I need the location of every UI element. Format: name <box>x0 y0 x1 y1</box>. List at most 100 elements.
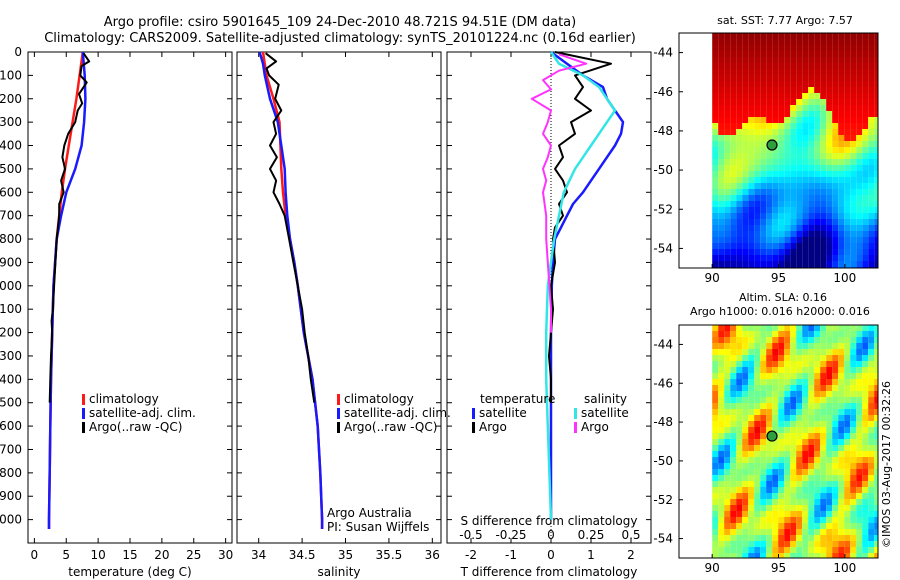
sst-heatmap-cell <box>778 189 785 195</box>
sst-heatmap-cell <box>814 129 821 135</box>
salinity-panel: 34 34.5 35 35.5 36salinityclimatologysatelli… <box>236 51 451 579</box>
sst-heatmap-cell <box>784 219 791 225</box>
sla-heatmap-cell <box>820 409 827 415</box>
sst-heatmap-cell <box>772 219 779 225</box>
sst-heatmap-cell <box>802 153 809 159</box>
sst-heatmap-cell <box>772 123 779 129</box>
sst-heatmap-cell <box>730 111 737 117</box>
sst-heatmap-cell <box>742 177 749 183</box>
sal-xtick-label: 34.5 <box>289 548 316 562</box>
sst-heatmap-cell <box>742 111 749 117</box>
sst-heatmap-cell <box>736 117 743 123</box>
sst-heatmap-cell <box>766 105 773 111</box>
sst-heatmap-cell <box>868 195 875 201</box>
sla-heatmap-cell <box>844 367 851 373</box>
sla-heatmap-cell <box>760 475 767 481</box>
sla-heatmap-cell <box>724 397 731 403</box>
sst-heatmap-cell <box>868 231 875 237</box>
sst-heatmap-cell <box>814 69 821 75</box>
sst-heatmap-cell <box>772 57 779 63</box>
sst-heatmap-cell <box>766 153 773 159</box>
sst-heatmap-cell <box>766 33 773 39</box>
sla-heatmap-cell <box>772 553 779 558</box>
sla-heatmap-cell <box>712 421 719 427</box>
sst-heatmap-cell <box>796 165 803 171</box>
sla-heatmap-cell <box>736 325 743 331</box>
sst-heatmap-cell <box>742 141 749 147</box>
sst-heatmap-cell <box>784 81 791 87</box>
sst-heatmap-cell <box>790 45 797 51</box>
sst-heatmap-cell <box>856 201 863 207</box>
sla-heatmap-cell <box>778 529 785 535</box>
sla-heatmap-cell <box>850 409 857 415</box>
sst-heatmap-cell <box>832 231 839 237</box>
sla-heatmap-cell <box>832 475 839 481</box>
sst-heatmap-cell <box>724 135 731 141</box>
sst-heatmap-cell <box>874 153 878 159</box>
diff-s-tick-label: 0.5 <box>621 528 640 542</box>
sla-heatmap-cell <box>742 505 749 511</box>
sst-heatmap-cell <box>724 123 731 129</box>
sst-heatmap-cell <box>808 177 815 183</box>
sla-heatmap-cell <box>808 385 815 391</box>
sst-heatmap-cell <box>868 33 875 39</box>
sla-heatmap-cell <box>832 391 839 397</box>
sst-heatmap-cell <box>838 147 845 153</box>
sla-heatmap-cell <box>790 553 797 558</box>
sla-heatmap-cell <box>718 415 725 421</box>
sla-heatmap-cell <box>856 529 863 535</box>
sla-heatmap-cell <box>850 505 857 511</box>
sst-heatmap-cell <box>742 63 749 69</box>
sst-heatmap-cell <box>832 33 839 39</box>
sla-heatmap-cell <box>856 463 863 469</box>
sla-heatmap-cell <box>868 541 875 547</box>
sst-heatmap-cell <box>790 171 797 177</box>
sst-heatmap-cell <box>724 87 731 93</box>
sla-heatmap-cell <box>736 403 743 409</box>
sla-heatmap-cell <box>820 475 827 481</box>
sst-heatmap-cell <box>778 129 785 135</box>
sla-heatmap-cell <box>724 457 731 463</box>
sla-heatmap-cell <box>802 337 809 343</box>
sla-heatmap-cell <box>760 463 767 469</box>
sla-heatmap-cell <box>850 385 857 391</box>
sla-heatmap-cell <box>826 403 833 409</box>
sla-heatmap-cell <box>748 403 755 409</box>
sst-heatmap-cell <box>862 159 869 165</box>
sst-heatmap-cell <box>844 93 851 99</box>
sla-heatmap-cell <box>748 523 755 529</box>
sla-heatmap-cell <box>748 541 755 547</box>
sla-heatmap-cell <box>772 535 779 541</box>
sst-heatmap-cell <box>844 147 851 153</box>
sst-heatmap-cell <box>730 255 737 261</box>
sla-heatmap-cell <box>718 469 725 475</box>
sla-heatmap-cell <box>748 547 755 553</box>
sla-heatmap-cell <box>814 547 821 553</box>
sla-heatmap-cell <box>754 367 761 373</box>
sla-heatmap-cell <box>772 463 779 469</box>
sst-heatmap-cell <box>760 63 767 69</box>
sla-heatmap-cell <box>766 349 773 355</box>
sla-heatmap-cell <box>730 511 737 517</box>
sst-heatmap-cell <box>850 51 857 57</box>
sla-heatmap-cell <box>772 481 779 487</box>
sla-heatmap-cell <box>826 499 833 505</box>
sst-heatmap-cell <box>772 111 779 117</box>
sst-heatmap-cell <box>730 99 737 105</box>
sla-heatmap-cell <box>862 469 869 475</box>
sst-heatmap-cell <box>724 93 731 99</box>
sla-heatmap-cell <box>730 541 737 547</box>
credit-text: ©IMOS 03-Aug-2017 00:32:26 <box>880 381 893 548</box>
sst-heatmap-cell <box>838 195 845 201</box>
sla-heatmap-cell <box>784 421 791 427</box>
sst-heatmap-cell <box>778 201 785 207</box>
sst-heatmap-cell <box>850 123 857 129</box>
sla-heatmap-cell <box>856 349 863 355</box>
sla-heatmap-cell <box>712 487 719 493</box>
sst-heatmap-cell <box>712 75 719 81</box>
temp-ytick-label: 100 <box>0 68 22 82</box>
sla-heatmap-cell <box>856 511 863 517</box>
sst-heatmap-cell <box>790 237 797 243</box>
sst-heatmap-cell <box>784 189 791 195</box>
sla-heatmap-cell <box>742 457 749 463</box>
